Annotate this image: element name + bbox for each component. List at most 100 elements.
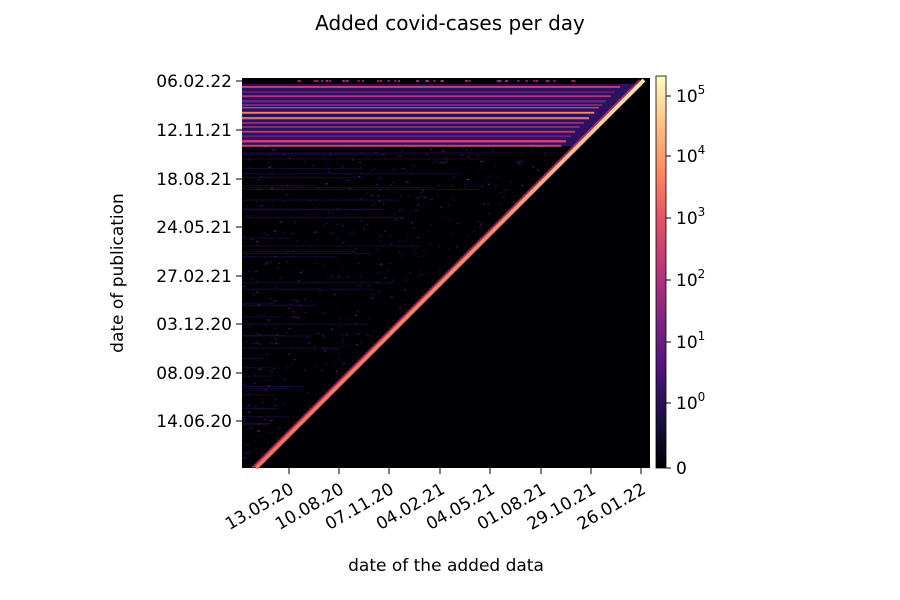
heatmap-cell <box>263 419 266 421</box>
heatmap-cell <box>379 234 382 237</box>
heatmap-cell <box>260 176 262 178</box>
heatmap-cell <box>360 167 362 169</box>
heatmap-cell <box>425 154 428 156</box>
heatmap-cell <box>389 235 392 237</box>
heatmap-cell <box>325 183 328 185</box>
heatmap-cell <box>496 80 499 82</box>
heatmap-cell <box>301 330 303 332</box>
heatmap-cell <box>446 148 448 151</box>
heatmap-cell <box>413 249 415 251</box>
heatmap-cell <box>252 342 256 344</box>
heatmap-cell <box>473 230 476 232</box>
heatmap-cell <box>386 270 389 272</box>
heatmap-cell <box>420 196 422 198</box>
heatmap-cell <box>363 228 366 230</box>
heatmap-cell <box>426 80 428 82</box>
heatmap-cell <box>410 171 412 173</box>
heatmap-cell <box>249 183 252 185</box>
heatmap-cell <box>249 405 251 407</box>
heatmap-cell <box>327 211 330 213</box>
heatmap-cell <box>291 233 294 235</box>
heatmap-cell <box>299 250 302 252</box>
heatmap-cell <box>358 175 360 177</box>
heatmap-cell <box>441 150 445 152</box>
heatmap-cell <box>295 300 299 302</box>
heatmap-cell <box>445 156 449 158</box>
heatmap-cell <box>274 338 277 340</box>
heatmap-cell <box>251 239 254 241</box>
heatmap-cell <box>245 215 248 217</box>
heatmap-streak <box>242 189 480 190</box>
heatmap-cell <box>256 280 258 282</box>
heatmap-cell <box>298 80 301 82</box>
heatmap-cell <box>366 334 370 336</box>
heatmap-cell <box>500 189 503 191</box>
heatmap-streak <box>242 408 279 410</box>
heatmap-cell <box>333 362 335 364</box>
heatmap-cell <box>442 162 446 164</box>
heatmap-cell <box>356 311 359 313</box>
heatmap-cell <box>383 230 386 233</box>
heatmap-cell <box>466 235 468 237</box>
heatmap-cell <box>461 154 464 156</box>
heatmap-cell <box>249 325 252 328</box>
heatmap-cell <box>367 318 369 320</box>
heatmap-cell <box>361 342 364 344</box>
heatmap-cell <box>346 334 348 336</box>
heatmap-cell <box>249 427 253 429</box>
heatmap-cell <box>383 202 385 204</box>
heatmap-cell <box>547 80 550 82</box>
band-row <box>242 91 615 93</box>
heatmap-cell <box>430 199 433 201</box>
heatmap-cell <box>245 182 249 185</box>
heatmap-cell <box>452 184 455 186</box>
heatmap-cell <box>360 342 361 344</box>
heatmap-cell <box>440 181 442 183</box>
heatmap-cell <box>433 80 436 82</box>
heatmap-cell <box>416 80 419 82</box>
heatmap-cell <box>341 242 345 244</box>
heatmap-bands <box>242 80 642 147</box>
heatmap-cell <box>346 179 349 182</box>
heatmap-cell <box>324 363 327 365</box>
heatmap-streak <box>242 451 253 453</box>
heatmap-cell <box>388 184 392 186</box>
heatmap-cell <box>406 238 409 241</box>
heatmap-cell <box>301 380 303 382</box>
heatmap-cell <box>350 249 353 252</box>
heatmap-streak <box>242 253 371 254</box>
heatmap-streak <box>242 154 388 156</box>
heatmap-cell <box>505 80 507 82</box>
heatmap-cell <box>268 380 271 382</box>
heatmap-cell <box>264 389 268 391</box>
heatmap-cell <box>307 392 309 394</box>
heatmap-cell <box>392 167 395 169</box>
heatmap-cell <box>272 342 274 345</box>
heatmap-cell <box>334 348 337 350</box>
heatmap-cell <box>341 345 344 347</box>
heatmap-cell <box>387 80 390 82</box>
heatmap-cell <box>289 167 292 169</box>
heatmap-cell <box>341 341 344 343</box>
heatmap-cell <box>394 266 396 268</box>
heatmap-cell <box>286 369 289 371</box>
heatmap-cell <box>357 262 361 264</box>
heatmap-cell <box>360 339 362 341</box>
heatmap-cell <box>447 204 450 206</box>
heatmap-cell <box>273 233 276 235</box>
heatmap-cell <box>365 185 368 187</box>
heatmap-cell <box>411 222 414 224</box>
heatmap-cell <box>417 204 420 206</box>
heatmap-cell <box>245 340 248 342</box>
heatmap-cell <box>468 80 471 82</box>
heatmap-cell <box>294 300 296 302</box>
heatmap-cell <box>288 307 291 309</box>
heatmap-cell <box>328 167 331 169</box>
heatmap-cell <box>336 223 339 225</box>
heatmap-cell <box>411 165 415 167</box>
heatmap-cell <box>320 290 322 292</box>
heatmap-cell <box>306 337 308 339</box>
heatmap-cell <box>263 238 267 240</box>
heatmap-streak <box>242 173 460 175</box>
heatmap-cell <box>346 343 349 345</box>
